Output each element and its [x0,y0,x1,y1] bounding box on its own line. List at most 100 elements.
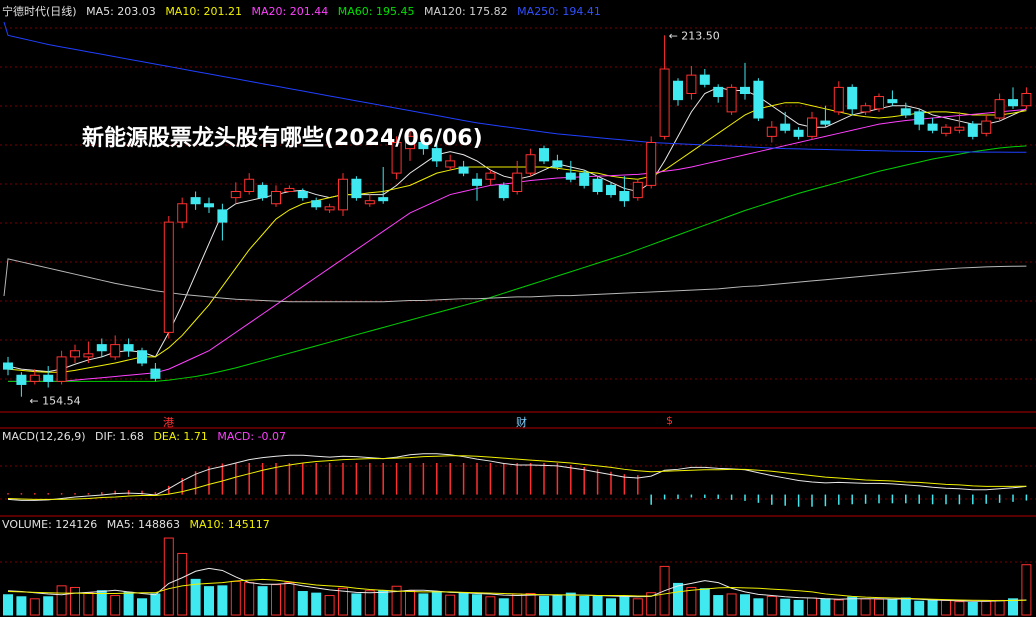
volume-bar [163,537,174,616]
volume-bar [579,595,590,616]
candle-up [766,126,777,137]
candle-down [606,184,616,196]
volume-bar [391,585,402,616]
moving-average-lines [3,21,1027,382]
volume-bar [753,598,764,616]
volume-panel [3,537,1032,616]
candle-up [405,135,415,150]
volume-bar [1008,598,1018,616]
volume-bar [632,598,643,616]
dea-readout: DEA: 1.71 [153,430,208,443]
candle-down [592,178,603,192]
volume-bar [981,600,992,616]
volume-header: VOLUME: 124126 MA5: 148863 MA10: 145117 [2,518,276,532]
volume-bar [592,595,603,616]
candle-up [874,96,884,110]
volume-bar [900,597,911,616]
candle-down [847,86,858,110]
volume-bar [458,592,469,616]
event-marker-gang[interactable]: 港 [163,416,174,429]
volume-bar [43,596,54,616]
candle-down [3,362,13,370]
volume-bar [941,599,951,616]
candle-down [472,178,482,186]
candle-down [458,166,469,174]
volume-bar [190,578,201,616]
high-price-label: ← 213.50 [669,29,720,42]
volume-bar [56,585,67,616]
stock-name[interactable]: 宁德时代(日线) [2,5,77,18]
grid-lines [0,27,1036,563]
macd-readout: MACD: -0.07 [217,430,287,443]
candle-up [485,172,496,180]
volume-bar [150,593,161,616]
candle-up [284,187,295,192]
volume-bar [713,595,724,616]
candle-up [686,74,697,94]
candle-down [914,111,925,125]
candle-up [29,374,40,382]
volume-bar [70,586,80,616]
volume-bar [96,590,107,616]
volume-bar [351,593,362,616]
candle-down [16,374,27,385]
candle-down [257,184,268,199]
candle-down [552,160,563,168]
candle-down [820,120,831,125]
candle-up [244,178,255,192]
candle-up [659,68,670,137]
candle-down [565,172,576,180]
candle-down [740,86,750,94]
ma20-readout: MA20: 201.44 [251,5,329,18]
candle-up [954,126,965,131]
candle-down [137,350,147,364]
volume-bar [766,595,777,616]
candle-up [364,200,375,205]
volume-bar [525,593,536,616]
candle-up [525,154,536,174]
volume-bar [646,592,657,616]
volume-bar [204,586,214,616]
candle-up [941,126,951,134]
volume-bar [820,598,831,616]
macd-name[interactable]: MACD(12,26,9) [2,430,86,443]
candle-down [619,191,630,202]
volume-bar [565,592,576,616]
candle-down [900,108,911,116]
volume-bar [847,596,858,616]
event-marker-cai[interactable]: 财 [516,416,527,429]
dif-line [7,453,1027,501]
candle-up [324,206,335,211]
ma10-readout: MA10: 201.21 [165,5,243,18]
overlay-title: 新能源股票龙头股有哪些(2024/06/06) [82,126,483,151]
low-price-label: ← 154.54 [29,394,80,407]
volume-bar [16,596,27,616]
candle-up [338,178,348,211]
candle-down [123,344,134,352]
candle-down [753,80,764,119]
candle-down [887,99,898,104]
event-marker-dividend[interactable]: $ [666,414,673,427]
candle-up [981,120,992,134]
volume-bar [177,552,188,616]
volume-bar [257,586,268,616]
vol-ma5-readout: MA5: 148863 [106,518,180,531]
volume-bar [284,582,295,616]
candle-down [418,142,429,150]
volume-bar [230,580,241,616]
candle-up [83,353,94,358]
volume-bar [364,590,375,616]
candle-down [927,123,938,131]
candle-down [378,197,389,202]
volume-readout[interactable]: VOLUME: 124126 [2,518,98,531]
candle-down [793,129,804,137]
volume-bar [297,591,308,616]
candle-up [632,181,643,199]
ma-line-ma250 [3,21,1027,153]
volume-ma5-line [7,567,1027,602]
candle-down [498,184,509,199]
candle-down [713,86,724,98]
ma60-readout: MA60: 195.45 [337,5,415,18]
ma5-readout: MA5: 203.03 [86,5,156,18]
